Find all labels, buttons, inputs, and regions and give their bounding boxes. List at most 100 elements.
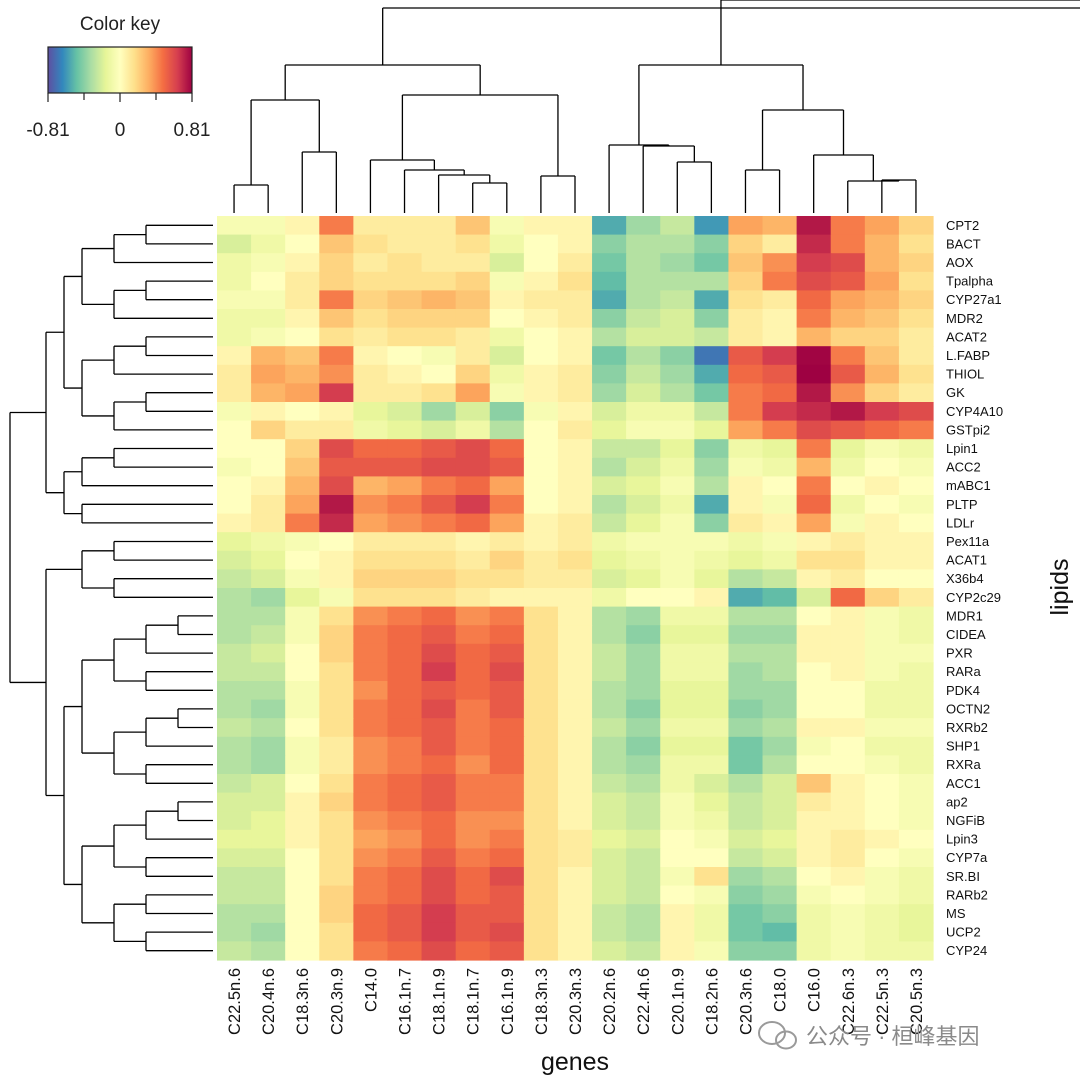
- heatmap-cell: [557, 699, 593, 719]
- row-label: Pex11a: [946, 534, 990, 549]
- column-label: C16.1n.9: [499, 968, 517, 1035]
- heatmap-cell: [694, 234, 730, 254]
- heatmap-cell: [898, 346, 934, 366]
- heatmap-cell: [353, 420, 389, 440]
- heatmap-cell: [694, 699, 730, 719]
- heatmap-cell: [523, 662, 559, 682]
- heatmap-cell: [796, 346, 832, 366]
- heatmap-cell: [660, 643, 695, 663]
- heatmap-cell: [762, 346, 798, 366]
- heatmap-cell: [660, 829, 695, 849]
- heatmap-cell: [796, 290, 832, 310]
- heatmap-cell: [592, 643, 627, 663]
- heatmap-cell: [217, 681, 252, 701]
- heatmap-cell: [864, 606, 900, 626]
- heatmap-cell: [728, 736, 764, 756]
- heatmap-cell: [762, 327, 798, 347]
- heatmap-cell: [557, 829, 593, 849]
- heatmap-cell: [523, 457, 559, 477]
- heatmap-cell: [319, 309, 354, 329]
- heatmap-cell: [728, 234, 764, 254]
- heatmap-cell: [762, 439, 798, 459]
- heatmap-cell: [387, 774, 423, 794]
- heatmap-cell: [694, 755, 730, 775]
- heatmap-cell: [387, 309, 423, 329]
- heatmap-cell: [830, 625, 866, 645]
- heatmap-cell: [796, 681, 832, 701]
- heatmap-cell: [626, 420, 661, 440]
- heatmap-cell: [898, 402, 934, 422]
- heatmap-cell: [796, 513, 832, 533]
- heatmap-cell: [762, 606, 798, 626]
- heatmap-cell: [796, 848, 832, 868]
- heatmap-cell: [592, 792, 627, 812]
- heatmap-cell: [796, 383, 832, 403]
- heatmap-cell: [251, 885, 286, 905]
- heatmap-cell: [694, 792, 730, 812]
- row-label: CYP24: [946, 943, 987, 958]
- heatmap-cell: [830, 606, 866, 626]
- color-key-tick-min: -0.81: [26, 120, 69, 141]
- heatmap-cell: [523, 606, 559, 626]
- heatmap-cell: [353, 941, 389, 961]
- heatmap-cell: [728, 811, 764, 831]
- heatmap-cell: [898, 253, 934, 273]
- heatmap-cell: [251, 848, 286, 868]
- heatmap-cell: [830, 327, 866, 347]
- column-label: C20.2n.6: [601, 968, 619, 1035]
- heatmap-cell: [455, 253, 491, 273]
- heatmap-cell: [455, 829, 491, 849]
- heatmap-cell: [762, 309, 798, 329]
- heatmap-cell: [421, 904, 457, 924]
- heatmap-cell: [796, 941, 832, 961]
- heatmap-cell: [898, 216, 934, 236]
- heatmap-cell: [694, 662, 730, 682]
- heatmap-cell: [489, 941, 525, 961]
- heatmap-cell: [796, 792, 832, 812]
- heatmap-cell: [353, 383, 389, 403]
- heatmap-cell: [421, 848, 457, 868]
- heatmap-cell: [251, 495, 286, 515]
- heatmap-cell: [728, 941, 764, 961]
- heatmap-cell: [660, 532, 695, 552]
- heatmap-cell: [694, 867, 730, 887]
- heatmap-cell: [285, 309, 320, 329]
- heatmap-cell: [251, 792, 286, 812]
- heatmap-cell: [217, 792, 252, 812]
- heatmap-cell: [319, 364, 354, 384]
- heatmap-cell: [285, 420, 320, 440]
- heatmap-cell: [762, 420, 798, 440]
- heatmap-cell: [387, 885, 423, 905]
- heatmap-cell: [455, 216, 491, 236]
- row-label: L.FABP: [946, 348, 990, 363]
- heatmap-cell: [217, 643, 252, 663]
- heatmap-cell: [251, 867, 286, 887]
- heatmap-cell: [898, 513, 934, 533]
- heatmap-cell: [217, 234, 252, 254]
- heatmap-cell: [421, 216, 457, 236]
- row-label: GK: [946, 385, 965, 400]
- heatmap-cell: [796, 253, 832, 273]
- heatmap-cell: [592, 271, 627, 291]
- heatmap-cell: [864, 216, 900, 236]
- heatmap-cell: [592, 216, 627, 236]
- heatmap-cell: [455, 904, 491, 924]
- heatmap-cell: [353, 625, 389, 645]
- heatmap-cell: [557, 495, 593, 515]
- heatmap-cell: [523, 383, 559, 403]
- heatmap-cell: [285, 848, 320, 868]
- heatmap-cell: [830, 476, 866, 496]
- heatmap-cell: [489, 606, 525, 626]
- row-label: RARb2: [946, 887, 988, 902]
- heatmap-cell: [694, 309, 730, 329]
- heatmap-cell: [489, 439, 525, 459]
- heatmap-cell: [796, 699, 832, 719]
- heatmap-cell: [455, 792, 491, 812]
- heatmap-cell: [455, 420, 491, 440]
- heatmap-cell: [557, 811, 593, 831]
- heatmap-cell: [728, 774, 764, 794]
- heatmap-cell: [523, 885, 559, 905]
- heatmap-cell: [319, 643, 354, 663]
- heatmap-cell: [353, 829, 389, 849]
- heatmap-cell: [285, 476, 320, 496]
